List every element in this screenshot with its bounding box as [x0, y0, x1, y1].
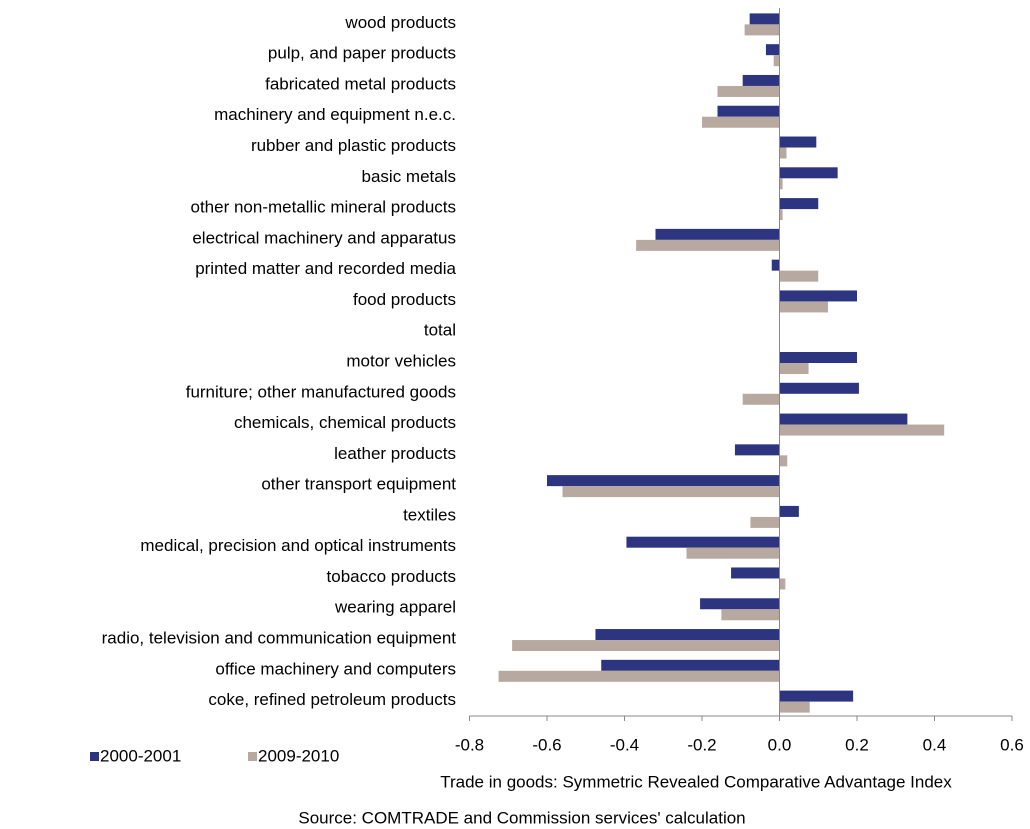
x-tick-label: 0.0 — [768, 735, 792, 754]
bar — [601, 659, 780, 671]
y-tick-label: wearing apparel — [334, 598, 456, 617]
y-tick-label: fabricated metal products — [265, 74, 456, 93]
bar — [779, 505, 799, 517]
bar — [731, 567, 780, 579]
bar — [779, 424, 945, 436]
bar — [779, 167, 838, 179]
bar — [721, 609, 780, 621]
x-tick-label: 0.4 — [923, 735, 947, 754]
bar — [512, 640, 780, 652]
bar — [498, 670, 780, 682]
y-tick-label: medical, precision and optical instrumen… — [140, 536, 456, 555]
bar — [779, 690, 854, 702]
y-tick-label: rubber and plastic products — [251, 136, 456, 155]
x-tick-label: -0.4 — [610, 735, 639, 754]
legend-swatch — [90, 752, 99, 761]
y-tick-label: furniture; other manufactured goods — [186, 382, 456, 401]
bar — [655, 228, 780, 240]
bar — [765, 44, 780, 56]
y-tick-label: radio, television and communication equi… — [102, 629, 457, 648]
bar — [779, 413, 908, 425]
y-tick-label: machinery and equipment n.e.c. — [214, 105, 456, 124]
bar — [717, 105, 780, 117]
y-tick-label: tobacco products — [327, 567, 456, 586]
y-tick-label: chemicals, chemical products — [234, 413, 456, 432]
legend-swatch — [248, 752, 257, 761]
bar — [595, 629, 780, 641]
bar — [562, 486, 780, 498]
bar — [779, 209, 783, 221]
source-note: Source: COMTRADE and Commission services… — [298, 808, 745, 827]
bar — [686, 547, 780, 559]
y-tick-label: other transport equipment — [261, 475, 456, 494]
bar — [779, 578, 786, 590]
bar — [779, 136, 817, 148]
bar — [636, 239, 780, 251]
legend-label: 2009-2010 — [258, 746, 339, 765]
bar — [750, 516, 780, 528]
bar — [779, 178, 783, 190]
bar — [742, 74, 780, 86]
y-tick-label: office machinery and computers — [215, 659, 456, 678]
x-tick-label: 0.6 — [1000, 735, 1024, 754]
y-tick-label: other non-metallic mineral products — [190, 198, 456, 217]
bar — [779, 701, 810, 713]
y-tick-label: coke, refined petroleum products — [208, 690, 456, 709]
bar — [749, 13, 780, 25]
y-tick-label: pulp, and paper products — [268, 44, 456, 63]
bar — [771, 259, 780, 271]
y-tick-label: electrical machinery and apparatus — [192, 228, 456, 247]
y-tick-label: printed matter and recorded media — [195, 259, 456, 278]
x-tick-label: -0.2 — [687, 735, 716, 754]
bar — [626, 536, 780, 548]
bar — [779, 147, 787, 159]
bar — [744, 24, 780, 36]
y-tick-label: total — [424, 321, 456, 340]
x-tick-label: -0.8 — [455, 735, 484, 754]
bar — [700, 598, 780, 610]
bar — [702, 116, 780, 128]
bar — [717, 85, 780, 97]
bar — [547, 475, 780, 487]
y-tick-label: food products — [353, 290, 456, 309]
legend-label: 2000-2001 — [100, 746, 181, 765]
y-tick-label: basic metals — [362, 167, 456, 186]
y-tick-label: motor vehicles — [346, 351, 456, 370]
bar — [773, 55, 780, 67]
bar — [779, 290, 857, 302]
x-tick-label: 0.2 — [845, 735, 869, 754]
bar — [779, 270, 819, 282]
x-axis-title: Trade in goods: Symmetric Revealed Compa… — [440, 772, 952, 791]
bar — [779, 301, 828, 313]
bar — [779, 198, 819, 210]
bar — [742, 393, 780, 405]
bar — [779, 382, 859, 394]
x-tick-label: -0.6 — [532, 735, 561, 754]
bar — [779, 352, 857, 363]
y-tick-label: wood products — [344, 13, 456, 32]
bar — [779, 455, 788, 467]
bar — [734, 444, 780, 456]
y-tick-label: textiles — [403, 505, 456, 524]
y-tick-label: leather products — [334, 444, 456, 463]
bar — [779, 363, 809, 374]
